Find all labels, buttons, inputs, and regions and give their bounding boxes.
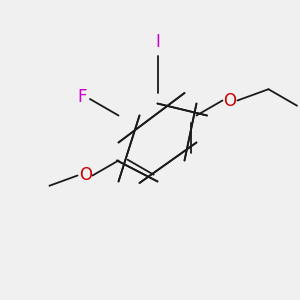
Text: O: O <box>79 167 92 184</box>
Text: O: O <box>223 92 236 110</box>
Text: F: F <box>77 88 87 106</box>
Text: I: I <box>155 33 160 51</box>
